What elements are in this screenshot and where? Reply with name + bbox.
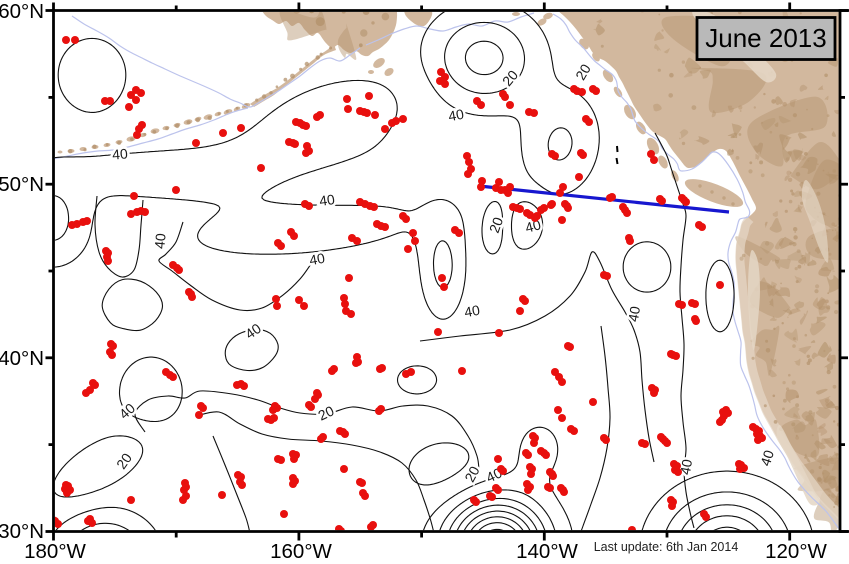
svg-text:30°N: 30°N: [0, 520, 44, 543]
svg-text:60°N: 60°N: [0, 0, 44, 23]
svg-text:160°W: 160°W: [270, 540, 332, 563]
svg-text:Last update: 6th Jan 2014: Last update: 6th Jan 2014: [594, 540, 739, 554]
svg-text:40: 40: [447, 106, 465, 124]
svg-text:40: 40: [318, 191, 336, 209]
svg-text:40: 40: [308, 250, 326, 268]
svg-text:140°W: 140°W: [516, 540, 578, 563]
svg-text:180°W: 180°W: [24, 540, 86, 563]
svg-text:40: 40: [112, 145, 129, 162]
svg-text:40: 40: [151, 232, 168, 249]
svg-text:40°N: 40°N: [0, 347, 44, 370]
svg-text:50°N: 50°N: [0, 173, 44, 196]
svg-text:120°W: 120°W: [765, 540, 827, 563]
svg-text:June 2013: June 2013: [705, 23, 826, 53]
svg-text:40: 40: [463, 302, 481, 320]
svg-text:40: 40: [625, 305, 643, 323]
